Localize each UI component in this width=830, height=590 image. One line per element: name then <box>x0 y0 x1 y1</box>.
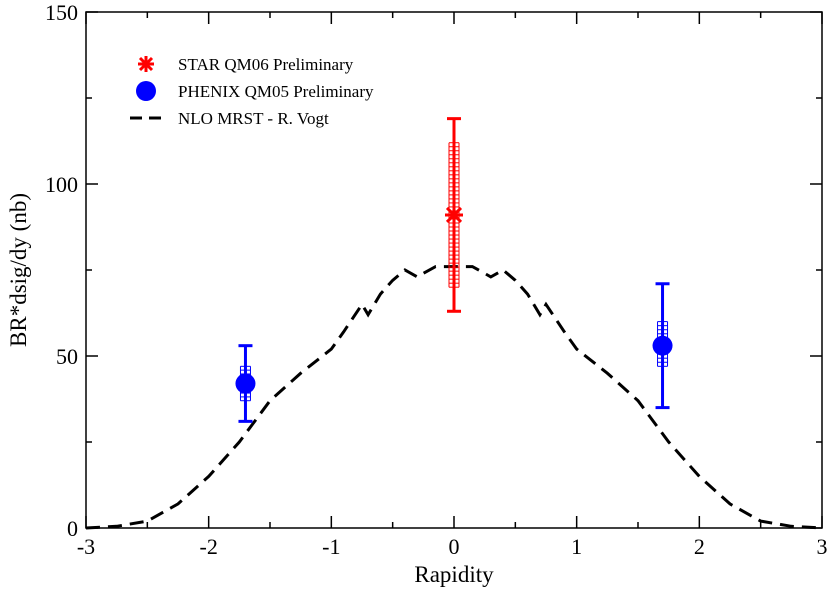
y-axis-label: BR*dsig/dy (nb) <box>6 193 31 347</box>
x-tick-label: 1 <box>571 534 582 559</box>
x-tick-label: -3 <box>77 534 95 559</box>
data-series <box>85 117 823 530</box>
legend-star-marker-icon <box>138 56 154 72</box>
legend-circle-marker-icon <box>136 81 156 101</box>
y-tick-label: 100 <box>45 172 78 197</box>
x-axis-ticks: -3 -2 -1 0 1 2 3 <box>77 12 828 559</box>
x-tick-label: 3 <box>817 534 828 559</box>
x-tick-label: 0 <box>449 534 460 559</box>
y-tick-label: 150 <box>45 0 78 25</box>
phenix-data-point <box>652 282 673 410</box>
y-axis-ticks: 0 50 100 150 <box>45 0 822 541</box>
x-axis-label: Rapidity <box>414 562 494 587</box>
legend: STAR QM06 Preliminary PHENIX QM05 Prelim… <box>130 55 374 128</box>
phenix-circle-marker <box>235 373 256 394</box>
legend-label-star: STAR QM06 Preliminary <box>178 55 354 74</box>
y-tick-label: 0 <box>67 516 78 541</box>
phenix-circle-marker <box>652 335 673 356</box>
star-star-marker <box>445 205 463 224</box>
x-tick-label: -2 <box>200 534 218 559</box>
phenix-data-point <box>235 344 256 423</box>
star-star-stroke <box>445 206 463 224</box>
x-tick-label: 2 <box>694 534 705 559</box>
x-tick-label: -1 <box>322 534 340 559</box>
star-data-point <box>445 117 463 313</box>
legend-label-nlo: NLO MRST - R. Vogt <box>178 109 329 128</box>
y-tick-label: 50 <box>56 344 78 369</box>
legend-label-phenix: PHENIX QM05 Preliminary <box>178 82 374 101</box>
